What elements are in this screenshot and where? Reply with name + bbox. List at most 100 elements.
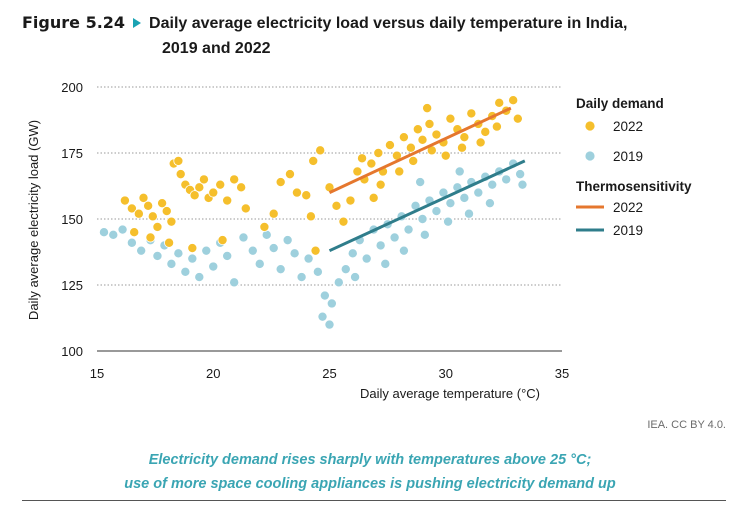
data-point-2019 [229, 277, 240, 288]
data-point-2022 [284, 169, 295, 180]
data-point-2019 [443, 216, 454, 227]
caption-line2: use of more space cooling appliances is … [124, 476, 616, 492]
data-point-2022 [129, 227, 140, 238]
credit-text: IEA. CC BY 4.0. [647, 419, 726, 431]
data-point-2019 [361, 253, 372, 264]
data-point-2022 [512, 113, 523, 124]
data-point-2019 [98, 227, 109, 238]
data-point-2019 [517, 179, 528, 190]
data-point-2022 [157, 198, 168, 209]
data-point-2019 [415, 177, 426, 188]
y-axis-title: Daily average electricity load (GW) [26, 120, 41, 320]
data-point-2019 [289, 248, 300, 259]
data-point-2019 [254, 258, 265, 269]
y-tick-label: 175 [61, 146, 83, 161]
figure-title-text: Daily average electricity load versus da… [149, 15, 628, 32]
caption: Electricity demand rises sharply with te… [0, 448, 740, 496]
data-point-2019 [347, 248, 358, 259]
data-point-2022 [338, 216, 349, 227]
data-point-2019 [282, 235, 293, 246]
data-point-2022 [417, 134, 428, 145]
data-point-2019 [389, 232, 400, 243]
data-point-2019 [454, 166, 465, 177]
data-point-2022 [268, 208, 279, 219]
data-point-2019 [222, 250, 233, 261]
scatter-chart: Daily average electricity load (GW) Dail… [26, 80, 692, 401]
data-point-2022 [466, 108, 477, 119]
y-tick-label: 100 [61, 344, 83, 359]
data-point-2022 [345, 195, 356, 206]
data-point-2022 [161, 206, 172, 217]
data-point-2019 [403, 224, 414, 235]
data-point-2022 [457, 142, 468, 153]
legend-label-2022-dots: 2022 [613, 119, 643, 134]
data-point-2022 [217, 235, 228, 246]
data-point-2022 [236, 182, 247, 193]
data-point-2022 [138, 192, 149, 203]
x-tick-label: 20 [206, 366, 220, 381]
data-point-2022 [368, 192, 379, 203]
data-point-2022 [315, 145, 326, 156]
grid-layer [97, 86, 562, 352]
data-point-2022 [187, 243, 198, 254]
y-tick-label: 200 [61, 80, 83, 95]
x-tick-label: 25 [322, 366, 336, 381]
figure-header: Figure 5.24 Daily average electricity loa… [22, 10, 722, 61]
data-point-2019 [296, 272, 307, 283]
data-point-2022 [375, 179, 386, 190]
x-tick-label: 35 [555, 366, 569, 381]
legend-label-2019-dots: 2019 [613, 149, 643, 164]
data-point-2019 [303, 253, 314, 264]
data-point-2019 [166, 258, 177, 269]
data-point-2022 [459, 132, 470, 143]
data-point-2019 [108, 229, 119, 240]
data-point-2019 [126, 237, 137, 248]
data-point-2022 [366, 158, 377, 169]
trend-line-2022 [328, 106, 512, 194]
data-point-2022 [152, 221, 163, 232]
data-point-2022 [240, 203, 251, 214]
data-point-2019 [268, 243, 279, 254]
y-tick-label: 150 [61, 212, 83, 227]
data-point-2019 [194, 272, 205, 283]
data-point-2022 [275, 177, 286, 188]
data-point-2019 [398, 245, 409, 256]
data-point-2022 [259, 221, 270, 232]
figure-label: Figure 5.24 [22, 13, 126, 32]
data-point-2019 [445, 198, 456, 209]
data-point-2022 [440, 150, 451, 161]
data-point-2019 [340, 264, 351, 275]
data-point-2022 [143, 200, 154, 211]
data-point-2019 [238, 232, 249, 243]
data-point-2022 [394, 166, 405, 177]
data-point-2019 [515, 169, 526, 180]
data-point-2019 [501, 174, 512, 185]
x-tick-label: 30 [439, 366, 453, 381]
data-point-2022 [305, 211, 316, 222]
data-point-2022 [147, 211, 158, 222]
data-point-2019 [380, 258, 391, 269]
data-point-2019 [117, 224, 128, 235]
data-point-2022 [175, 169, 186, 180]
legend-label-2022-line: 2022 [613, 200, 643, 215]
data-point-2022 [373, 147, 384, 158]
data-point-2022 [422, 103, 433, 114]
y-tick-label: 125 [61, 278, 83, 293]
legend-label-2019-line: 2019 [613, 223, 643, 238]
data-point-2022 [222, 195, 233, 206]
data-point-2022 [331, 200, 342, 211]
data-point-2019 [317, 311, 328, 322]
data-point-2022 [310, 245, 321, 256]
data-point-2019 [187, 253, 198, 264]
legend-title-thermosensitivity: Thermosensitivity [576, 179, 692, 194]
data-point-2022 [491, 121, 502, 132]
legend-marker-2022-dots [585, 121, 595, 131]
data-point-2022 [408, 155, 419, 166]
data-point-2019 [319, 290, 330, 301]
data-point-2022 [198, 174, 209, 185]
data-point-2019 [326, 298, 337, 309]
data-point-2019 [275, 264, 286, 275]
data-point-2022 [208, 187, 219, 198]
data-point-2022 [405, 142, 416, 153]
x-axis-title: Daily average temperature (°C) [360, 386, 540, 401]
